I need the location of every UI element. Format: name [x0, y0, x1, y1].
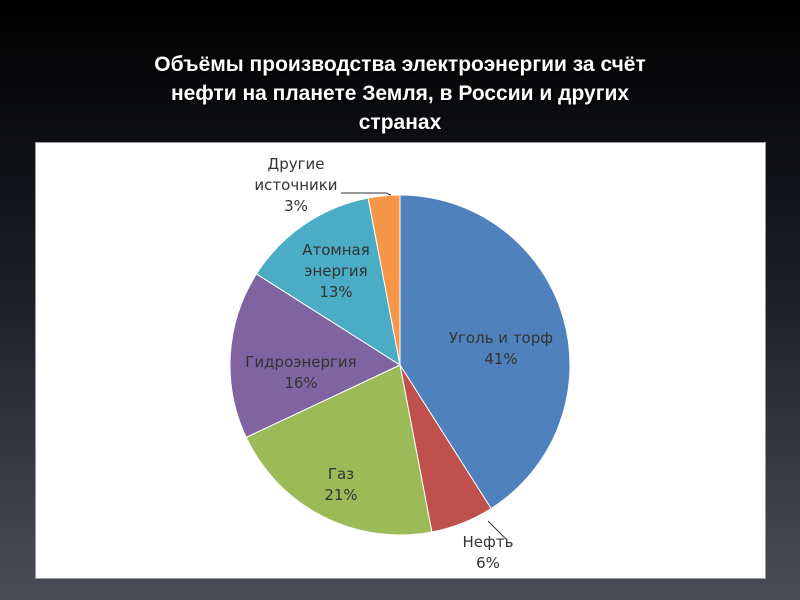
pie-slice-hydro: [229, 273, 402, 439]
slice-label-hydro: Гидроэнергия 16%: [231, 352, 371, 394]
slice-label-nuclear: Атомная энергия 13%: [286, 240, 386, 303]
slice-label-oil-name: Нефть: [462, 533, 514, 551]
slice-label-coal: Уголь и торф 41%: [431, 328, 571, 370]
slice-label-other: Другие источники 3%: [241, 154, 351, 217]
slide-title: Объёмы производства электроэнергии за сч…: [60, 50, 740, 137]
slide-title-line-1: Объёмы производства электроэнергии за сч…: [154, 53, 646, 76]
leader-line-oil: [487, 520, 507, 540]
leader-line-other: [341, 192, 392, 196]
slice-label-oil: Нефть 6%: [448, 532, 528, 574]
slice-label-gas-name: Газ: [327, 465, 355, 483]
slice-label-hydro-name: Гидроэнергия: [245, 353, 357, 371]
slice-label-hydro-percent: 16%: [284, 374, 318, 392]
slice-label-gas-percent: 21%: [324, 486, 358, 504]
slice-label-nuclear-name-1: Атомная: [302, 241, 370, 259]
slice-label-gas: Газ 21%: [301, 464, 381, 506]
pie-chart: [229, 192, 571, 540]
chart-area: Уголь и торф 41% Нефть 6% Газ 21% Гидроэ…: [35, 142, 766, 579]
slice-label-oil-percent: 6%: [476, 554, 500, 572]
pie-slice-coal: [399, 194, 571, 510]
pie-slice-other: [367, 194, 401, 366]
pie-slice-gas: [245, 364, 433, 536]
slice-label-nuclear-name-2: энергия: [304, 262, 368, 280]
slice-label-other-name-2: источники: [254, 176, 338, 194]
slide-title-line-2: нефти на планете Земля, в России и други…: [170, 82, 630, 105]
slice-label-coal-name: Уголь и торф: [448, 329, 554, 347]
slice-label-other-percent: 3%: [284, 197, 308, 215]
pie-slice-nuclear: [255, 197, 401, 367]
slice-label-coal-percent: 41%: [484, 350, 518, 368]
slice-label-other-name-1: Другие: [267, 155, 325, 173]
slice-label-nuclear-percent: 13%: [319, 283, 353, 301]
slide-title-line-3: странах: [358, 111, 442, 134]
